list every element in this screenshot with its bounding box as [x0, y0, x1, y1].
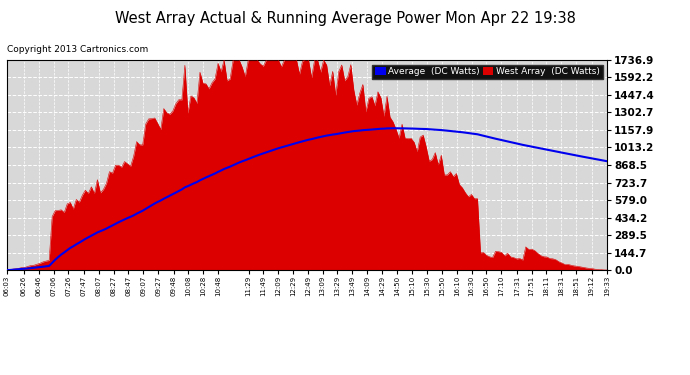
Legend: Average  (DC Watts), West Array  (DC Watts): Average (DC Watts), West Array (DC Watts… [372, 64, 602, 79]
Text: West Array Actual & Running Average Power Mon Apr 22 19:38: West Array Actual & Running Average Powe… [115, 11, 575, 26]
Text: Copyright 2013 Cartronics.com: Copyright 2013 Cartronics.com [7, 45, 148, 54]
